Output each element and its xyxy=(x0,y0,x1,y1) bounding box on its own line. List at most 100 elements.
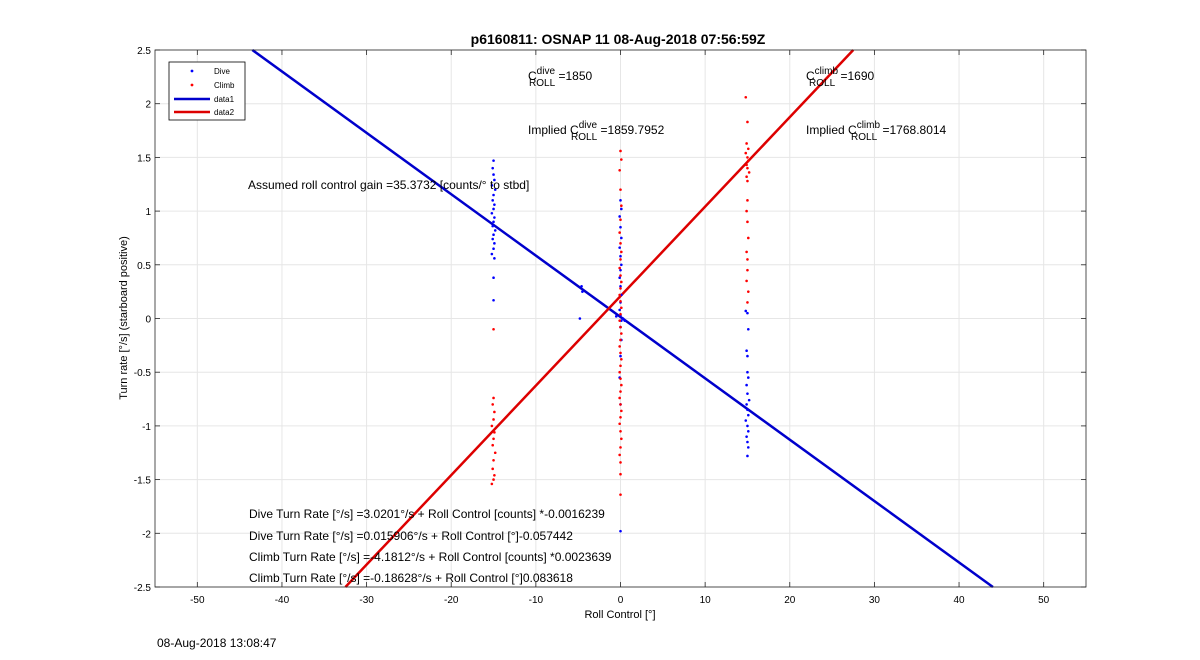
point-dive xyxy=(492,159,495,162)
legend: Dive Climb data1 data2 xyxy=(168,61,246,121)
point-climb xyxy=(491,467,494,471)
point-climb xyxy=(747,171,751,174)
x-tick-label: 0 xyxy=(618,595,624,606)
point-climb xyxy=(619,287,622,290)
x-tick-label: -10 xyxy=(529,595,544,606)
point-dive xyxy=(620,263,623,267)
point-climb xyxy=(620,437,623,441)
point-climb xyxy=(492,478,495,481)
legend-label-dive: Dive xyxy=(214,67,231,76)
point-climb xyxy=(620,204,623,208)
point-climb xyxy=(618,266,621,270)
equation-dive-degrees: Dive Turn Rate [°/s] =0.015906°/s + Roll… xyxy=(249,529,573,543)
point-climb xyxy=(620,306,623,310)
point-climb xyxy=(747,147,750,151)
x-tick-label: 10 xyxy=(700,595,712,606)
point-dive xyxy=(493,229,497,232)
point-dive xyxy=(492,233,495,237)
point-dive xyxy=(580,284,583,288)
equation-climb-degrees: Climb Turn Rate [°/s] =-0.18628°/s + Rol… xyxy=(249,571,573,585)
point-climb xyxy=(493,431,496,434)
y-tick-label: -1 xyxy=(142,422,151,433)
point-climb xyxy=(618,422,621,426)
fit-line-data2 xyxy=(344,49,855,588)
point-climb xyxy=(620,409,623,413)
point-dive xyxy=(493,188,497,191)
point-climb xyxy=(745,163,748,167)
y-tick-label: 0.5 xyxy=(137,261,151,272)
point-climb xyxy=(744,151,748,155)
point-dive xyxy=(581,290,584,293)
point-dive xyxy=(491,166,494,170)
point-climb xyxy=(492,396,495,400)
point-dive xyxy=(492,276,495,279)
point-dive xyxy=(618,215,621,218)
point-dive xyxy=(619,268,622,272)
point-dive xyxy=(618,276,621,279)
point-climb xyxy=(746,179,749,183)
point-climb xyxy=(619,461,622,464)
data-points xyxy=(490,95,751,533)
annotation-c-dive: Cdive ROLL =1850 xyxy=(528,66,593,89)
point-dive xyxy=(747,398,751,402)
point-climb xyxy=(745,250,748,254)
point-climb xyxy=(745,175,748,179)
point-dive xyxy=(745,435,748,438)
chart-title: p6160811: OSNAP 11 08-Aug-2018 07:56:59Z xyxy=(471,31,766,47)
point-dive xyxy=(747,446,750,449)
point-climb xyxy=(747,236,750,240)
point-dive xyxy=(623,319,627,322)
point-climb xyxy=(620,383,623,387)
equation-climb-counts: Climb Turn Rate [°/s] =-4.1812°/s + Roll… xyxy=(249,550,612,564)
point-dive xyxy=(745,383,748,387)
x-tick-label: -20 xyxy=(444,595,459,606)
point-climb xyxy=(490,424,494,428)
point-dive xyxy=(747,429,750,433)
point-dive xyxy=(491,199,494,202)
point-climb xyxy=(619,377,622,380)
point-dive xyxy=(619,354,622,358)
point-climb xyxy=(619,364,622,368)
y-tick-label: -2 xyxy=(142,529,151,540)
point-climb xyxy=(619,258,622,261)
point-climb xyxy=(620,332,623,335)
point-dive xyxy=(614,315,618,318)
point-climb xyxy=(618,319,621,322)
y-tick-label: 2 xyxy=(145,100,151,111)
point-climb xyxy=(618,168,621,172)
point-dive xyxy=(746,311,749,315)
point-dive xyxy=(619,529,622,533)
point-dive xyxy=(492,220,495,224)
point-climb xyxy=(618,345,621,348)
point-dive xyxy=(490,211,494,215)
legend-marker-climb xyxy=(190,83,194,87)
point-dive xyxy=(745,403,748,406)
point-dive xyxy=(492,193,495,197)
grid xyxy=(155,49,1086,588)
point-climb xyxy=(619,416,622,419)
point-dive xyxy=(745,349,748,353)
point-climb xyxy=(619,242,622,245)
point-climb xyxy=(618,396,621,400)
point-dive xyxy=(578,317,582,320)
y-tick-label: 0 xyxy=(145,315,151,326)
point-dive xyxy=(619,254,622,258)
point-climb xyxy=(619,403,622,406)
point-dive xyxy=(620,207,623,211)
point-dive xyxy=(746,440,749,444)
point-dive xyxy=(618,308,621,312)
point-climb xyxy=(620,280,623,284)
point-climb xyxy=(747,290,750,293)
point-dive xyxy=(619,225,622,229)
x-tick-label: -40 xyxy=(275,595,290,606)
annotation-implied-dive: Implied Cdive ROLL =1859.7952 xyxy=(528,120,665,143)
tick-labels: -50 -40 -30 -20 -10 0 10 20 30 40 50-2.5-2-1.5-1-0… xyxy=(134,46,1050,606)
point-climb xyxy=(619,429,622,433)
x-tick-label: -50 xyxy=(190,595,205,606)
point-dive xyxy=(490,184,494,187)
point-climb xyxy=(747,159,750,162)
legend-label-climb: Climb xyxy=(214,81,235,90)
point-climb xyxy=(745,209,748,213)
point-dive xyxy=(493,178,496,182)
point-dive xyxy=(618,246,621,249)
